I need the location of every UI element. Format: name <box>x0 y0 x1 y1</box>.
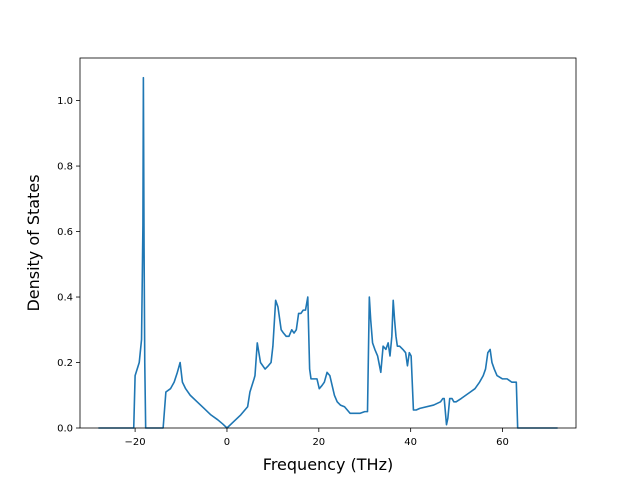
x-axis-label: Frequency (THz) <box>263 455 393 474</box>
x-tick-label: −20 <box>125 437 146 448</box>
plot-content <box>98 76 558 429</box>
x-tick-label: 20 <box>312 437 325 448</box>
x-axis-ticks: −20 0 20 40 60 <box>125 428 509 448</box>
y-tick-label: 0.0 <box>57 424 73 435</box>
dos-series-line-0 <box>98 76 558 429</box>
y-tick-label: 0.6 <box>57 227 73 238</box>
y-tick-label: 0.2 <box>57 358 73 369</box>
x-tick-label: 40 <box>404 437 417 448</box>
y-tick-label: 0.8 <box>57 162 73 173</box>
x-tick-label: 0 <box>224 437 230 448</box>
x-tick-label: 60 <box>496 437 509 448</box>
y-tick-label: 0.4 <box>57 293 73 304</box>
y-axis-ticks: 0.0 0.2 0.4 0.6 0.8 1.0 <box>57 96 80 435</box>
y-axis-label: Density of States <box>24 174 43 311</box>
plot-frame <box>79 57 577 429</box>
y-tick-label: 1.0 <box>57 96 73 107</box>
